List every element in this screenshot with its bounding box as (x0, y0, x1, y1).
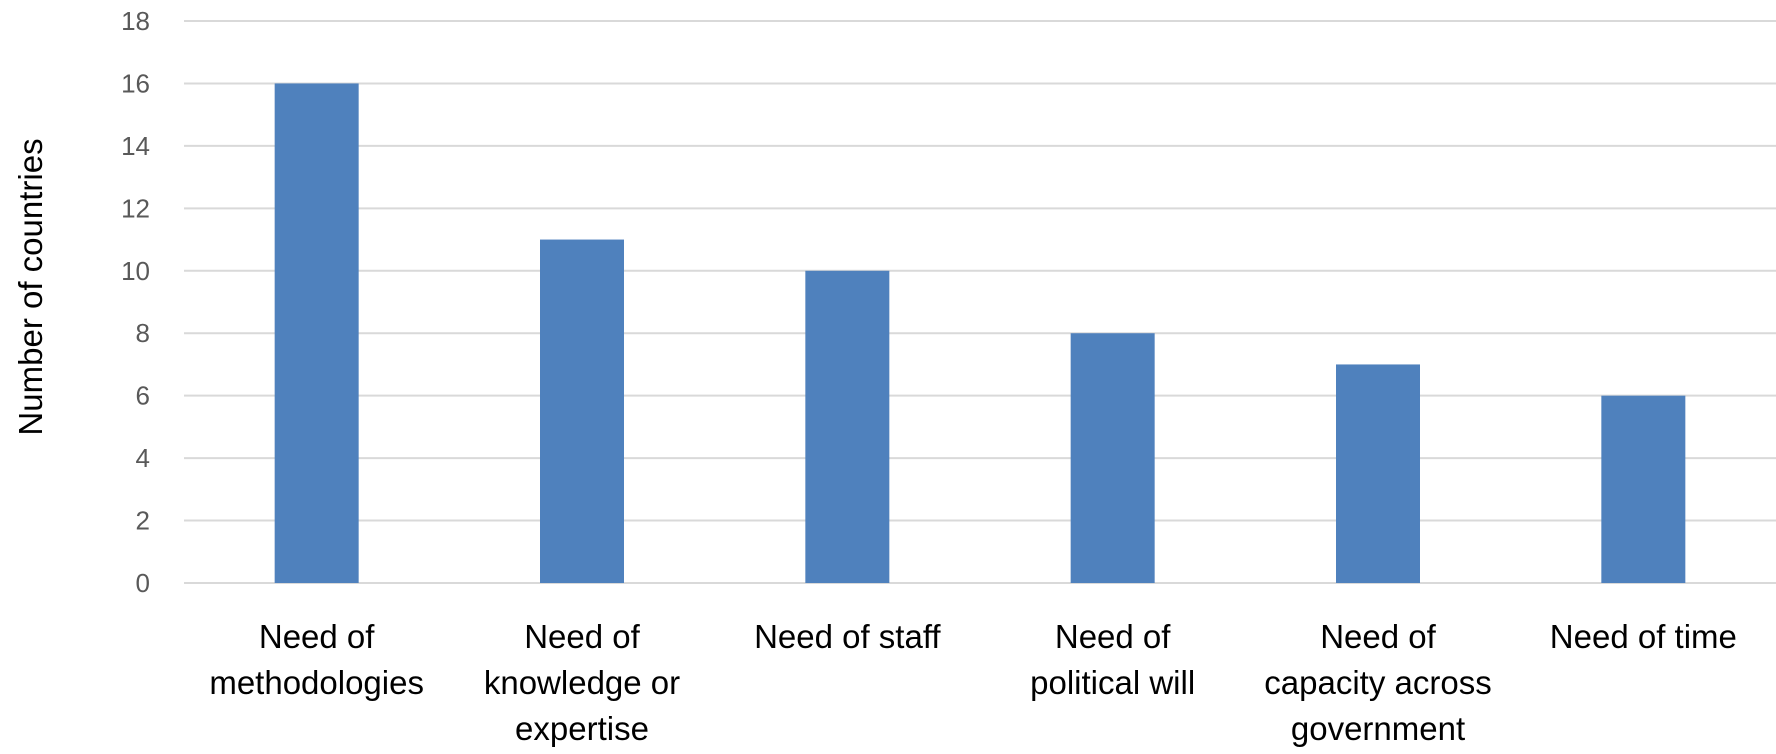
y-tick-label: 8 (136, 318, 150, 348)
x-category-label: Need of capacity across government (1264, 618, 1491, 747)
x-category-label-line: Need of time (1550, 618, 1737, 655)
x-category-label-line: political will (1030, 664, 1195, 701)
bar (805, 270, 890, 583)
bars (274, 83, 1686, 584)
y-tick-label: 0 (136, 568, 150, 598)
y-tick-label: 12 (121, 193, 150, 223)
x-category-label: Need of time (1550, 618, 1737, 655)
x-category-label-line: Need of (1320, 618, 1436, 655)
y-tick-label: 14 (121, 131, 150, 161)
y-axis-title: Number of countries (12, 138, 49, 435)
y-tick-label: 16 (121, 68, 150, 98)
y-tick-label: 4 (136, 443, 150, 473)
x-category-label: Need of staff (754, 618, 941, 655)
x-category-label-line: knowledge or (484, 664, 680, 701)
x-category-label: Need of methodologies (209, 618, 424, 701)
bar (274, 83, 359, 583)
x-category-label-line: capacity across (1264, 664, 1491, 701)
x-category-label-line: Need of (259, 618, 375, 655)
y-axis-ticks: 0 2 4 6 8 10 12 14 16 18 (121, 6, 150, 598)
x-category-label-line: Need of staff (754, 618, 941, 655)
x-category-label: Need of knowledge or expertise (484, 618, 680, 747)
y-tick-label: 18 (121, 6, 150, 36)
bar (540, 239, 624, 584)
y-tick-label: 10 (121, 256, 150, 286)
bar (1336, 364, 1420, 583)
x-axis-categories: Need of methodologies Need of knowledge or e… (209, 618, 1737, 747)
y-tick-label: 6 (136, 381, 150, 411)
x-category-label-line: government (1291, 710, 1465, 747)
x-category-label-line: Need of (1055, 618, 1171, 655)
y-tick-label: 2 (136, 506, 150, 536)
x-category-label-line: expertise (515, 710, 649, 747)
x-category-label: Need of political will (1030, 618, 1195, 701)
x-category-label-line: methodologies (209, 664, 424, 701)
bar (1070, 333, 1155, 583)
bar (1601, 395, 1686, 583)
gridlines (184, 20, 1776, 584)
x-category-label-line: Need of (524, 618, 640, 655)
